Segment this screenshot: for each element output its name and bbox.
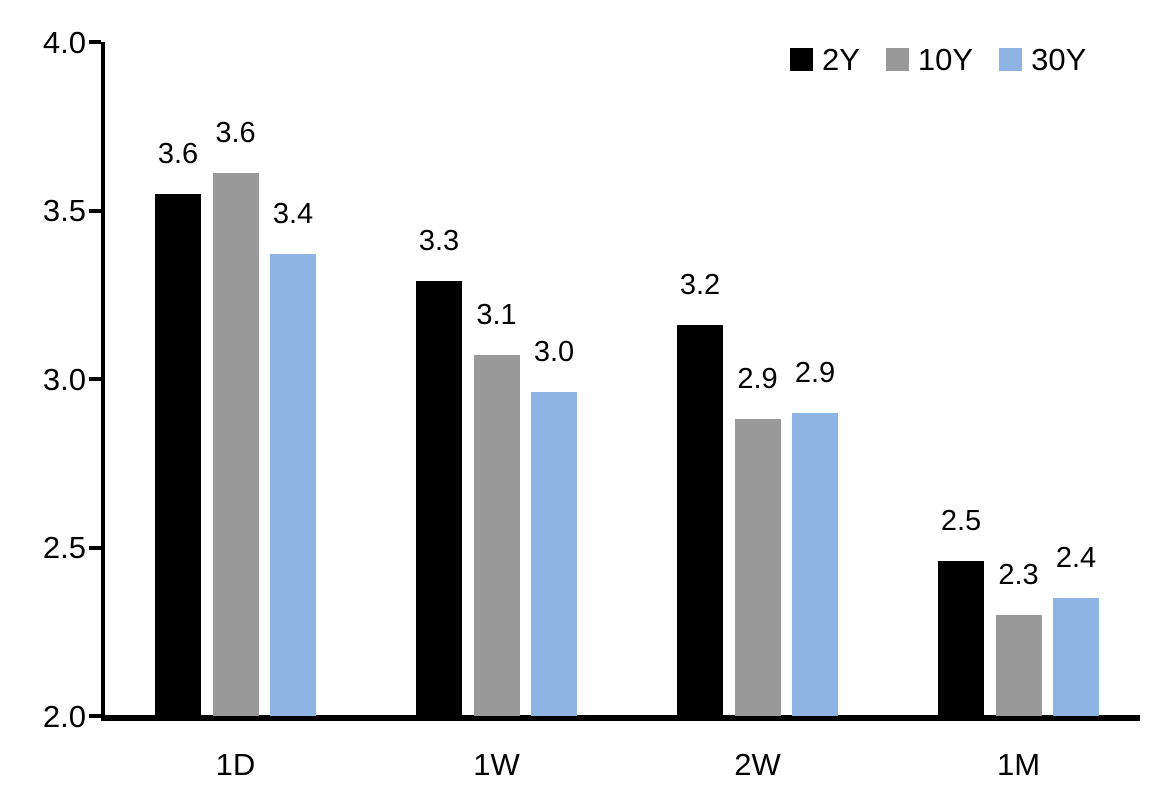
y-axis-tick-label: 4.0 (42, 24, 86, 60)
legend-item-2y: 2Y (790, 44, 860, 75)
bar-10y-1m (995, 614, 1042, 716)
bar-2y-2w (677, 325, 723, 716)
bar-value-label: 2.3 (998, 558, 1039, 591)
bar-value-label: 3.4 (272, 198, 314, 231)
legend-label: 30Y (1031, 42, 1087, 77)
y-axis-tick (89, 40, 101, 44)
bar-2y-1m (938, 560, 984, 716)
legend-item-10y: 10Y (885, 42, 974, 77)
bar-value-label: 3.3 (418, 225, 460, 258)
bar-value-label: 2.9 (794, 356, 836, 389)
legend-label: 10Y (917, 42, 974, 77)
bar-10y-1d (212, 173, 259, 716)
y-axis-tick-label: 2.0 (42, 698, 86, 734)
bar-2y-1w (416, 281, 462, 716)
bar-value-label: 3.2 (679, 269, 721, 302)
y-axis-tick (89, 208, 101, 213)
bar-value-label: 3.1 (476, 299, 517, 332)
bar-30y-2w (792, 412, 838, 716)
y-axis-line (101, 42, 105, 721)
legend-item-30y: 30Y (999, 44, 1086, 75)
legend-swatch-30y (999, 48, 1023, 71)
bar-value-label: 2.5 (940, 504, 982, 537)
bar-value-label: 2.9 (737, 363, 778, 396)
legend-swatch-10y (885, 48, 909, 71)
y-axis-tick-label: 2.5 (42, 530, 86, 565)
bar-value-label: 3.6 (215, 117, 256, 150)
legend-swatch-2y (790, 48, 813, 71)
bar-value-label: 3.6 (157, 137, 199, 170)
y-axis-tick-label: 3.5 (42, 193, 86, 228)
y-axis-tick-label: 3.0 (42, 361, 86, 397)
bar-30y-1m (1053, 598, 1099, 716)
bar-2y-1d (155, 193, 201, 716)
bar-30y-1w (531, 392, 577, 716)
bar-10y-2w (734, 419, 781, 716)
bar-10y-1w (473, 355, 520, 716)
legend-label: 2Y (822, 42, 860, 77)
x-axis-category-label: 1M (996, 747, 1041, 782)
bar-value-label: 3.0 (533, 336, 575, 369)
x-axis-category-label: 1D (215, 747, 256, 782)
bar-value-label: 2.4 (1055, 542, 1097, 575)
x-axis-line (101, 715, 1140, 721)
y-axis-tick (89, 545, 101, 550)
bar-30y-1d (270, 254, 316, 716)
x-axis-category-label: 2W (734, 747, 781, 782)
legend: 2Y 10Y 30Y (790, 44, 1086, 75)
y-axis-tick (89, 714, 101, 718)
x-axis-category-label: 1W (473, 747, 520, 782)
y-axis-tick (89, 377, 101, 381)
